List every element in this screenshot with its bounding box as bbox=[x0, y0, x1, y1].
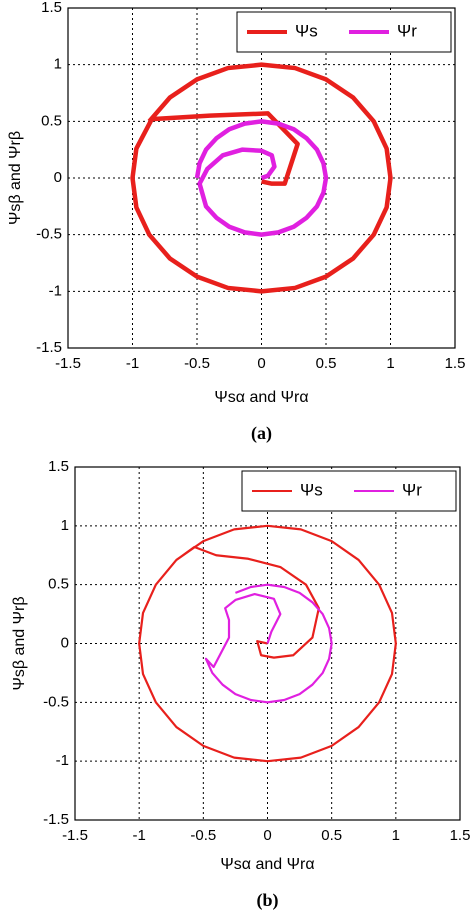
x-tick-label: 1 bbox=[386, 355, 394, 372]
x-tick-label: -1 bbox=[126, 355, 139, 372]
y-tick-label: -1 bbox=[56, 752, 69, 769]
x-tick-label: -1 bbox=[132, 827, 145, 844]
x-tick-label: 0.5 bbox=[316, 355, 337, 372]
x-axis-label: Ψsα and Ψrα bbox=[220, 856, 314, 873]
legend-label: Ψs bbox=[300, 480, 323, 499]
y-tick-label: 0 bbox=[54, 169, 62, 186]
legend-label: Ψr bbox=[402, 480, 422, 499]
subplot: -1.5 -1 -0.5 0 0.5 1 1.5 -1.5 -1 -0.5 0 0.5 1 1.5 Ψs Ψr… bbox=[7, 0, 465, 444]
x-axis-label: Ψsα and Ψrα bbox=[214, 389, 308, 406]
y-tick-label: 1 bbox=[54, 56, 62, 73]
y-tick-label: 1.5 bbox=[48, 458, 69, 475]
caption: (a) bbox=[251, 423, 272, 444]
x-tick-label: -0.5 bbox=[184, 355, 210, 372]
y-axis-label: Ψsβ and Ψrβ bbox=[11, 596, 28, 690]
y-tick-label: 0.5 bbox=[48, 576, 69, 593]
x-tick-label: 1.5 bbox=[445, 355, 466, 372]
y-tick-label: -1.5 bbox=[36, 339, 62, 356]
y-tick-label: 1 bbox=[61, 517, 69, 534]
x-tick-label: 0 bbox=[263, 827, 271, 844]
legend-label: Ψr bbox=[397, 21, 417, 40]
x-tick-label: -1.5 bbox=[55, 355, 81, 372]
x-tick-label: -0.5 bbox=[190, 827, 216, 844]
series-line bbox=[130, 62, 393, 294]
y-tick-label: 0 bbox=[61, 634, 69, 651]
y-tick-label: -1.5 bbox=[43, 811, 69, 828]
x-tick-label: 1.5 bbox=[450, 827, 471, 844]
y-axis-label: Ψsβ and Ψrβ bbox=[7, 131, 24, 225]
legend-label: Ψs bbox=[295, 21, 318, 40]
plot-frame bbox=[67, 7, 456, 349]
x-tick-label: -1.5 bbox=[62, 827, 88, 844]
y-tick-label: -0.5 bbox=[43, 693, 69, 710]
x-tick-label: 0 bbox=[257, 355, 265, 372]
plot-frame bbox=[74, 466, 461, 821]
series-line bbox=[194, 119, 329, 237]
x-tick-label: 1 bbox=[392, 827, 400, 844]
y-tick-label: -0.5 bbox=[36, 226, 62, 243]
y-tick-label: 0.5 bbox=[41, 112, 62, 129]
subplot: -1.5 -1 -0.5 0 0.5 1 1.5 -1.5 -1 -0.5 0 0.5 1 1.5 Ψs Ψr… bbox=[11, 458, 470, 911]
series-line bbox=[204, 583, 333, 704]
caption: (b) bbox=[257, 890, 279, 911]
x-tick-label: 0.5 bbox=[321, 827, 342, 844]
y-tick-label: -1 bbox=[49, 282, 62, 299]
y-tick-label: 1.5 bbox=[41, 0, 62, 16]
